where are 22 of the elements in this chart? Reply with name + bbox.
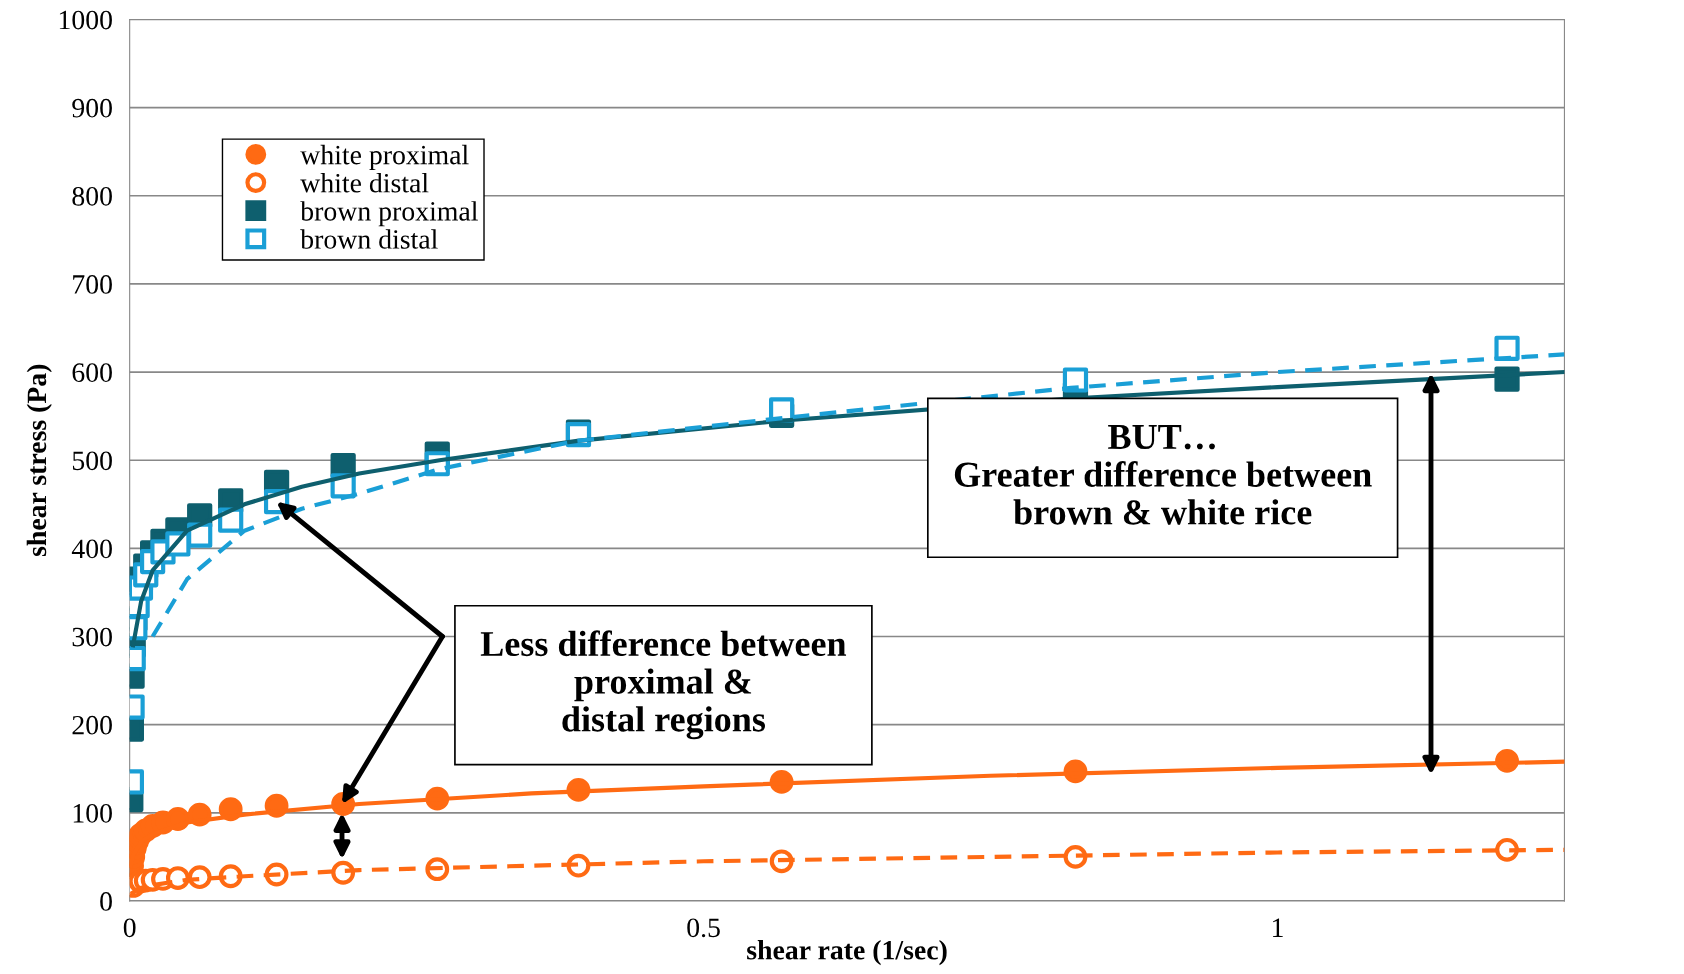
y-tick-label: 300: [72, 627, 112, 647]
x-tick-label: 0.5: [687, 918, 720, 938]
y-tick-label: 1000: [59, 10, 112, 30]
y-tick-label: 700: [73, 275, 112, 294]
x-tick-label: 1: [1272, 918, 1283, 937]
legend-label: brown proximal: [300, 201, 478, 227]
x-axis-title: shear rate (1/sec): [747, 940, 947, 966]
y-axis-title: shear stress (Pa): [26, 364, 52, 557]
x-tick-label: 0: [123, 918, 136, 938]
y-tick-label: 0: [100, 892, 112, 911]
y-tick-label: 600: [72, 363, 112, 382]
y-tick-label: 900: [72, 98, 112, 118]
y-tick-label: 200: [72, 715, 112, 735]
y-tick-label: 500: [72, 451, 112, 471]
annotation: BUT… Greater difference between brown & white rice: [954, 425, 1372, 525]
legend-label: white distal: [300, 173, 429, 193]
y-tick-label: 100: [73, 803, 112, 823]
legend-label: brown distal: [300, 229, 438, 249]
annotation: Less difference between proximal & distal regions: [480, 630, 847, 740]
y-tick-label: 800: [72, 186, 112, 206]
y-tick-label: 400: [71, 539, 112, 559]
legend-label: white proximal: [300, 144, 469, 171]
